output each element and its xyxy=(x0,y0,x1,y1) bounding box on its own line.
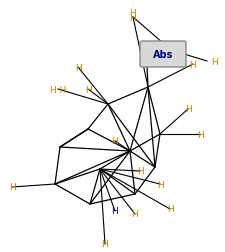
Text: H: H xyxy=(167,205,173,214)
FancyBboxPatch shape xyxy=(140,42,186,68)
Text: H: H xyxy=(112,137,118,146)
Text: H H: H H xyxy=(50,85,66,94)
Text: H: H xyxy=(211,57,217,66)
Text: H: H xyxy=(197,130,203,139)
Text: H: H xyxy=(102,240,108,248)
Text: H: H xyxy=(9,183,15,192)
Text: H: H xyxy=(137,167,143,176)
Text: H: H xyxy=(190,60,196,69)
Text: H: H xyxy=(85,85,91,94)
Text: Abs: Abs xyxy=(153,50,173,60)
Text: H: H xyxy=(130,9,136,17)
Text: H: H xyxy=(185,105,191,114)
Text: H: H xyxy=(132,210,138,219)
Text: H: H xyxy=(157,180,163,189)
Text: H: H xyxy=(112,207,118,216)
Text: H: H xyxy=(130,13,136,22)
Text: H: H xyxy=(75,63,81,72)
